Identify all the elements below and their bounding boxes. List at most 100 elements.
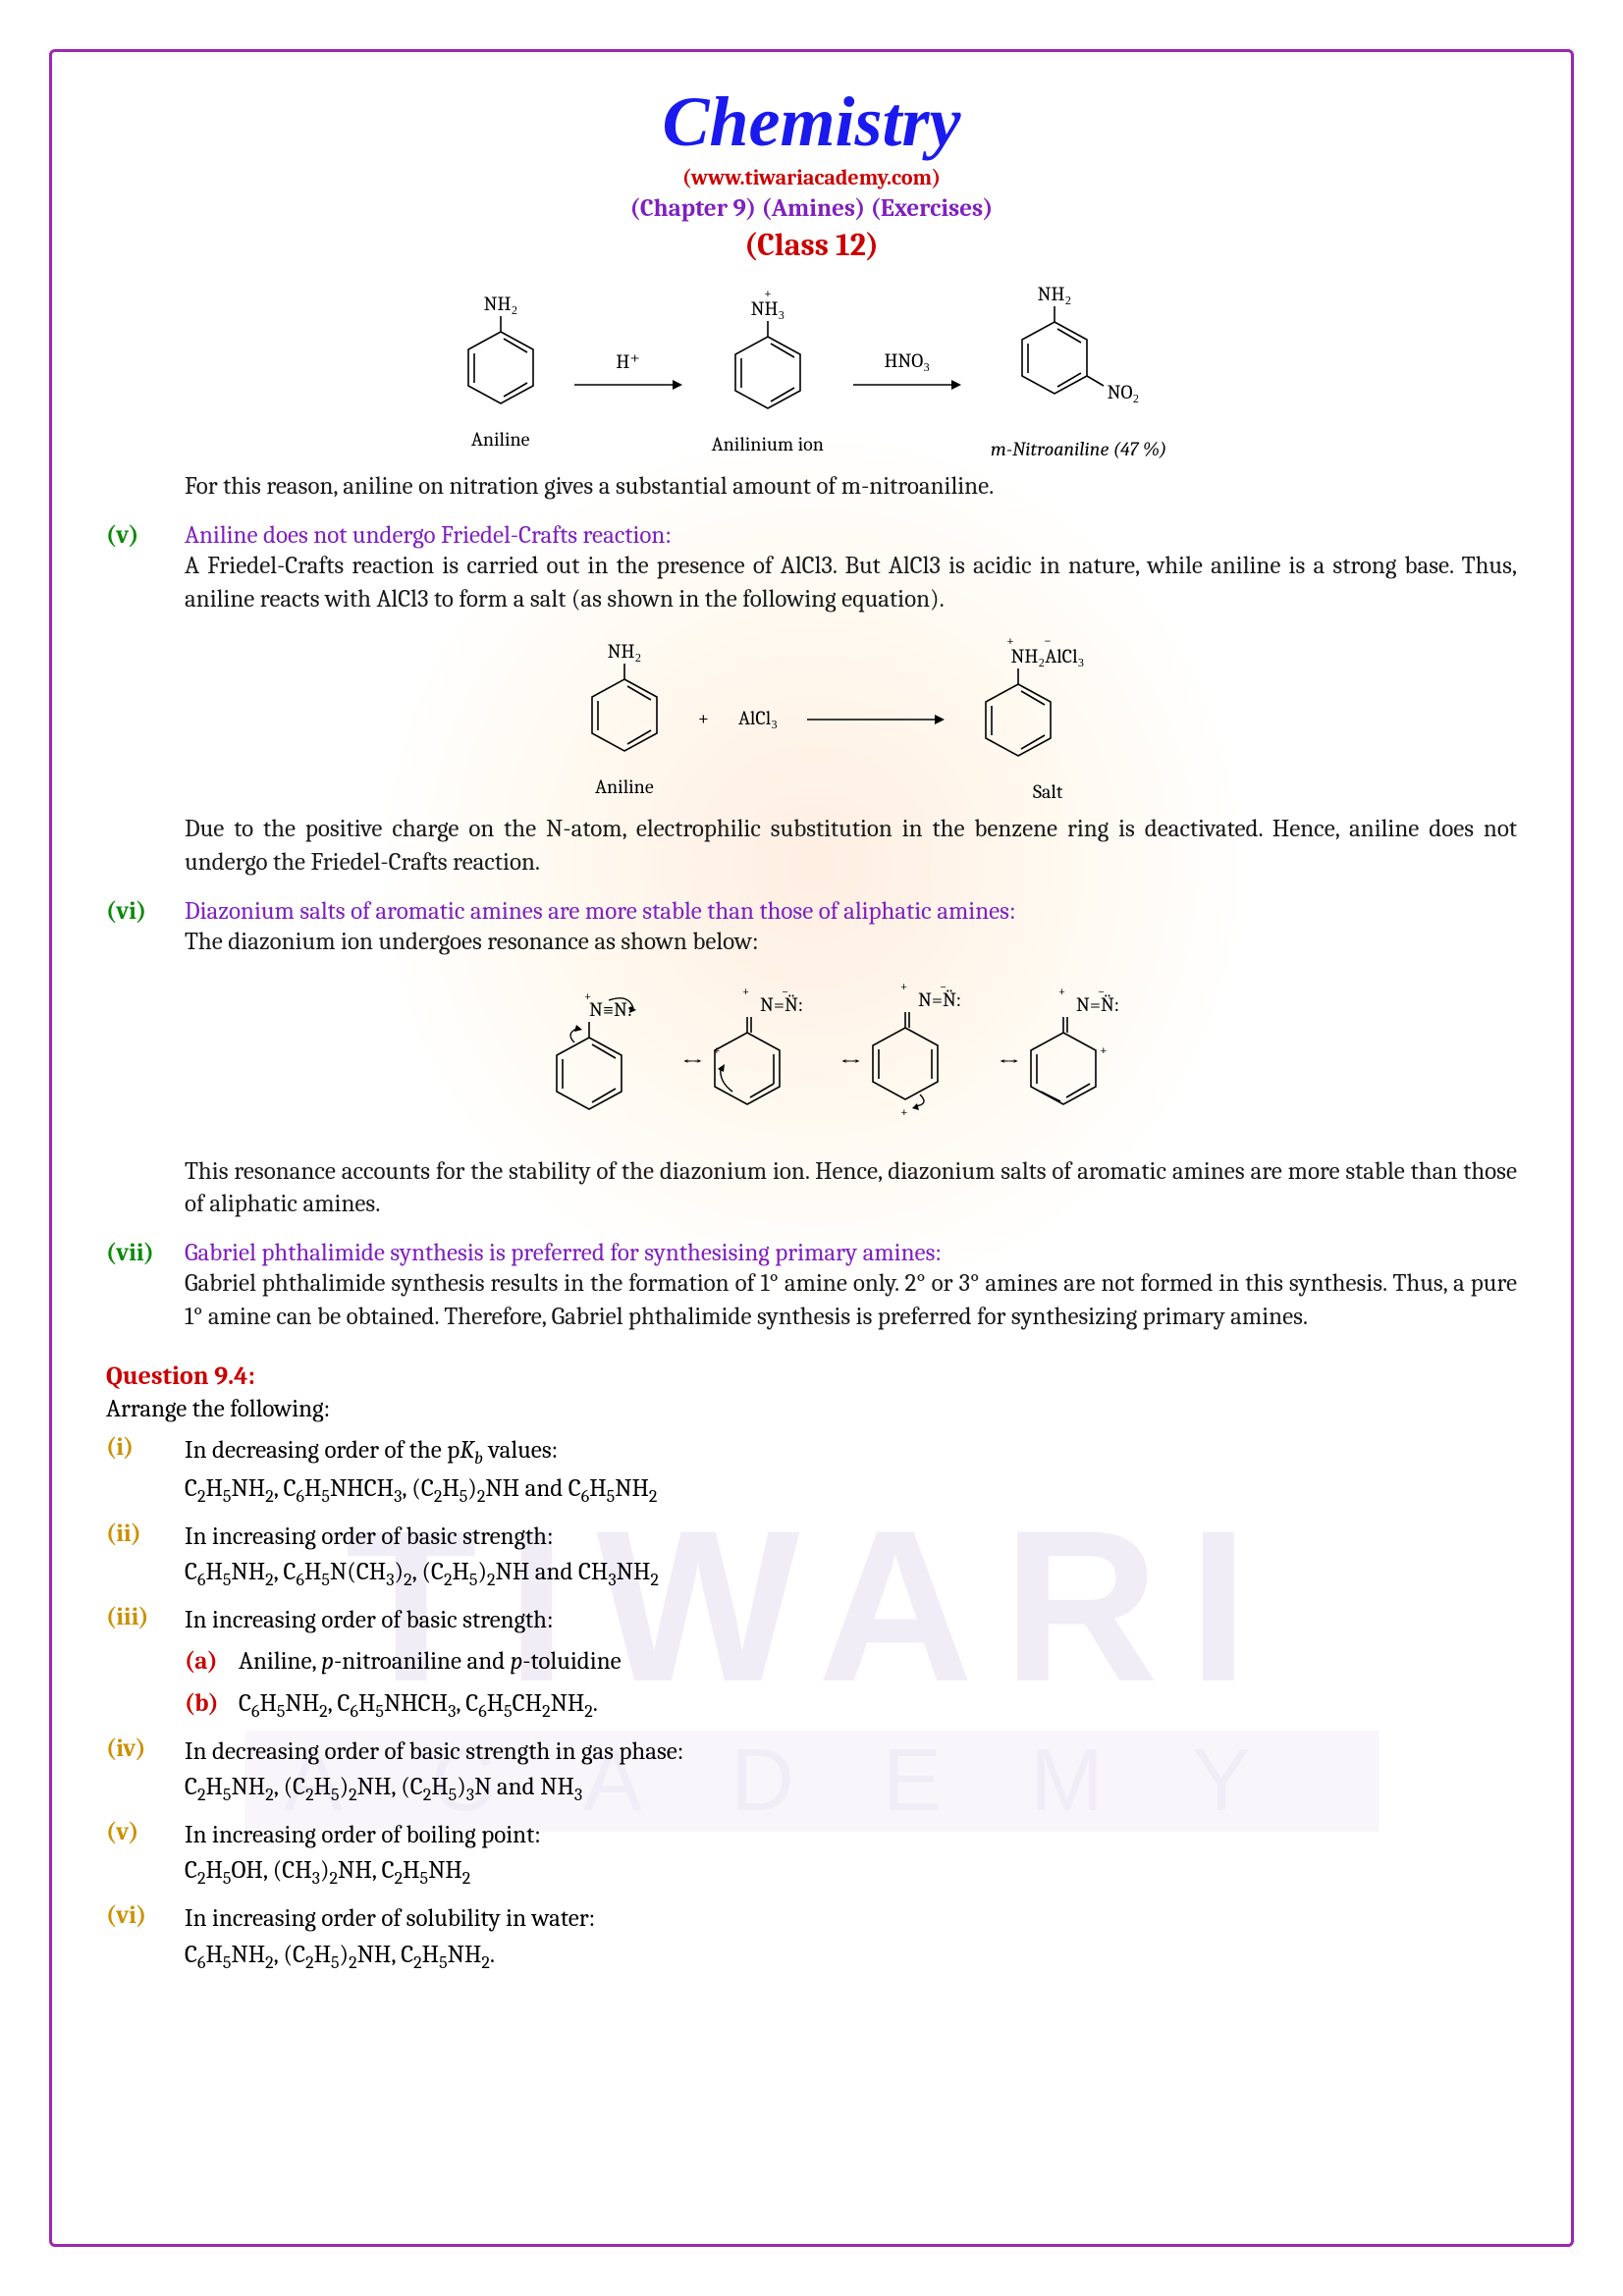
chapter-line: (Chapter 9) (Amines) (Exercises): [106, 194, 1517, 223]
svg-text:NH₃: NH₃: [750, 297, 784, 320]
benzene-icon: NH₂: [457, 293, 545, 420]
sub-item-text: Aniline, p-nitroaniline and p-toluidine: [239, 1644, 622, 1680]
chapter-text: (Chapter 9) (Amines) (Exercises): [630, 194, 994, 223]
anilinium-label: Anilinium ion: [712, 433, 824, 455]
section-heading: Aniline does not undergo Friedel-Crafts …: [185, 521, 1517, 550]
nitration-diagram: NH₂ Aniline H⁺ + NH₃: [106, 283, 1517, 460]
aniline-label: Aniline: [471, 428, 530, 451]
anilinium-structure: + NH₃ Anilinium ion: [712, 288, 824, 455]
item-line: In increasing order of boiling point:: [185, 1818, 541, 1853]
arrow-label: HNO₃: [885, 349, 931, 373]
section-vi: (vi) Diazonium salts of aromatic amines …: [106, 897, 1517, 1221]
svg-text:+: +: [713, 1041, 721, 1058]
item-formula: C2H5NH2, (C2H5)2NH, (C2H5)3N and NH3: [185, 1770, 683, 1808]
content: Chemistry (www.tiwariacademy.com) (Chapt…: [106, 81, 1517, 1976]
item-number: (v): [106, 1818, 185, 1892]
svg-text:NH₂: NH₂: [1037, 283, 1071, 305]
item-body: In decreasing order of basic strength in…: [185, 1735, 683, 1808]
svg-text:N≡N:: N≡N:: [589, 998, 632, 1021]
resonance-structure-icon: + N≡N:: [555, 988, 673, 1136]
svg-text:+: +: [900, 980, 907, 994]
section-para: The diazonium ion undergoes resonance as…: [185, 926, 1517, 959]
list-item: (v) In increasing order of boiling point…: [106, 1818, 1517, 1892]
list-item: (ii) In increasing order of basic streng…: [106, 1520, 1517, 1593]
arrow-icon: [853, 375, 961, 395]
item-body: In increasing order of basic strength: (…: [185, 1603, 622, 1725]
resonance-arrow: ↔: [840, 1048, 861, 1076]
benzene-icon: NH₂: [580, 640, 669, 768]
section-vii: (vii) Gabriel phthalimide synthesis is p…: [106, 1239, 1517, 1334]
svg-text:NH₂: NH₂: [483, 293, 517, 315]
svg-text:+: +: [1058, 985, 1065, 999]
section-v: (v) Aniline does not undergo Friedel-Cra…: [106, 521, 1517, 880]
aniline-label: Aniline: [595, 775, 654, 798]
list-item: (iii) In increasing order of basic stren…: [106, 1603, 1517, 1725]
aniline-structure: NH₂ Aniline: [457, 293, 545, 451]
section-para: Due to the positive charge on the N-atom…: [185, 813, 1517, 880]
m-nitroaniline-label: m-Nitroaniline (47 %): [991, 438, 1166, 460]
salt-structure: + − NH₂AlCl₃ Salt: [974, 635, 1121, 803]
arrow-hno3: HNO₃: [853, 349, 961, 395]
section-para: This resonance accounts for the stabilit…: [185, 1155, 1517, 1222]
item-formula: C2H5NH2, C6H5NHCH3, (C2H5)2NH and C6H5NH…: [185, 1471, 657, 1510]
svg-text:NH₂: NH₂: [607, 640, 641, 663]
item-line: In decreasing order of basic strength in…: [185, 1735, 683, 1770]
svg-text:NH₂AlCl₃: NH₂AlCl₃: [1011, 645, 1085, 667]
item-number: (ii): [106, 1520, 185, 1593]
svg-text:N=N̈:: N=N̈:: [1076, 993, 1119, 1016]
plus-sign: +: [698, 707, 709, 729]
svg-text:+: +: [900, 1103, 908, 1120]
friedel-crafts-diagram: NH₂ Aniline + AlCl₃: [185, 635, 1517, 803]
sub-item-number: (b): [185, 1686, 239, 1725]
arrow-icon: [574, 375, 682, 395]
section-heading: Diazonium salts of aromatic amines are m…: [185, 897, 1517, 926]
item-formula: C2H5OH, (CH3)2NH, C2H5NH2: [185, 1853, 541, 1892]
resonance-arrow: ↔: [682, 1048, 703, 1076]
svg-text:N=N̈:: N=N̈:: [760, 993, 803, 1016]
page-border: TIWARI ACADEMY Chemistry (www.tiwariacad…: [49, 49, 1574, 2247]
item-number: (i): [106, 1433, 185, 1510]
benzene-icon: NH₂ NO₂: [1010, 283, 1148, 430]
list-item: (iv) In decreasing order of basic streng…: [106, 1735, 1517, 1808]
resonance-diagram: + N≡N: ↔ + − N=N̈:: [185, 979, 1517, 1146]
m-nitroaniline-structure: NH₂ NO₂ m-Nitroaniline (47 %): [991, 283, 1166, 460]
list-item: (vi) In increasing order of solubility i…: [106, 1901, 1517, 1975]
salt-label: Salt: [1033, 780, 1062, 803]
sub-list-item: (b) C6H5NH2, C6H5NHCH3, C6H5CH2NH2.: [185, 1686, 622, 1725]
sub-item-formula: C6H5NH2, C6H5NHCH3, C6H5CH2NH2.: [239, 1686, 598, 1725]
section-para: A Friedel-Crafts reaction is carried out…: [185, 550, 1517, 616]
svg-text:+: +: [742, 985, 749, 999]
list-item: (i) In decreasing order of the pKb value…: [106, 1433, 1517, 1510]
item-line: In increasing order of solubility in wat…: [185, 1901, 595, 1937]
resonance-structure-icon: + − N=N̈: +: [713, 984, 831, 1141]
item-formula: C6H5NH2, C6H5N(CH3)2, (C2H5)2NH and CH3N…: [185, 1555, 659, 1593]
item-number: (iii): [106, 1603, 185, 1725]
site-link: (www.tiwariacademy.com): [106, 165, 1517, 190]
question-intro: Arrange the following:: [106, 1395, 1517, 1423]
resonance-structure-icon: + − N=N̈: +: [871, 979, 989, 1146]
item-number: (vi): [106, 1901, 185, 1975]
item-body: In decreasing order of the pKb values: C…: [185, 1433, 657, 1510]
arrow-hplus: H⁺: [574, 349, 682, 395]
class-label: (Class 12): [106, 227, 1517, 263]
section-number: (v): [106, 521, 185, 550]
section-number: (vii): [106, 1239, 185, 1267]
item-body: In increasing order of basic strength: C…: [185, 1520, 659, 1593]
aniline-structure: NH₂ Aniline: [580, 640, 669, 798]
intro-para: For this reason, aniline on nitration gi…: [185, 470, 1517, 504]
section-para: Gabriel phthalimide synthesis results in…: [185, 1267, 1517, 1334]
item-line: In decreasing order of the pKb values:: [185, 1433, 657, 1471]
section-number: (vi): [106, 897, 185, 926]
resonance-structure-icon: + − N=N̈: +: [1029, 984, 1147, 1141]
arrow-label: H⁺: [616, 349, 639, 373]
sub-item-number: (a): [185, 1644, 239, 1680]
sub-list-item: (a) Aniline, p-nitroaniline and p-toluid…: [185, 1644, 622, 1680]
item-formula: C6H5NH2, (C2H5)2NH, C2H5NH2.: [185, 1938, 595, 1976]
item-body: In increasing order of boiling point: C2…: [185, 1818, 541, 1892]
question-heading: Question 9.4:: [106, 1362, 1517, 1391]
page-title: Chemistry: [106, 81, 1517, 163]
svg-text:NO₂: NO₂: [1107, 381, 1139, 403]
section-heading: Gabriel phthalimide synthesis is preferr…: [185, 1239, 1517, 1267]
svg-text:+: +: [1100, 1041, 1108, 1058]
reagent-label: AlCl₃: [738, 707, 778, 730]
